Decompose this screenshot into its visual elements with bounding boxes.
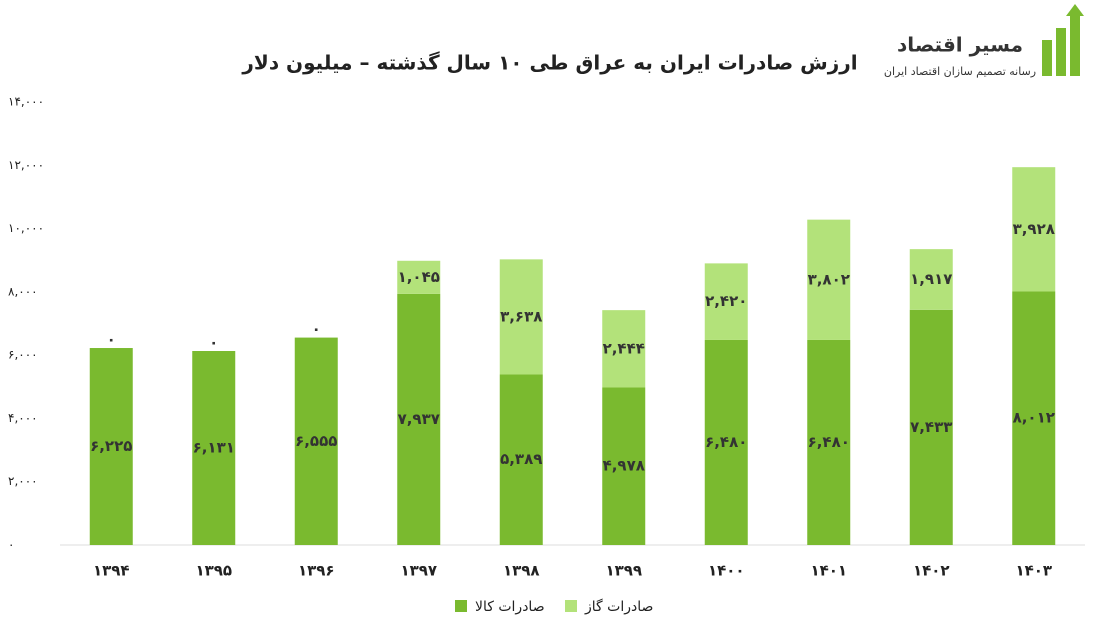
- x-tick-label: ۱۳۹۶: [298, 562, 335, 580]
- logo-icon: [1056, 28, 1066, 76]
- bar-segment: [294, 337, 338, 545]
- logo: مسیر اقتصاد رسانه تصمیم سازان اقتصاد ایر…: [884, 4, 1084, 78]
- x-tick-label: ۱۴۰۰: [708, 562, 745, 580]
- value-label: ۳,۶۳۸: [500, 307, 542, 325]
- bar-segment: [1012, 167, 1056, 292]
- chart-title: ارزش صادرات ایران به عراق طی ۱۰ سال گذشت…: [241, 51, 857, 75]
- value-label: ۶,۲۲۵: [90, 437, 132, 455]
- bar-segment: [704, 339, 748, 545]
- bar-segment: [397, 260, 441, 294]
- bar-segment: [1012, 291, 1056, 545]
- bar-segment: [602, 387, 646, 545]
- value-label: ۲,۴۴۴: [603, 339, 645, 357]
- bar-segment: [909, 309, 953, 545]
- bar-segment: [602, 310, 646, 388]
- value-label: ۷,۴۳۳: [910, 418, 952, 436]
- value-label: ۶,۱۳۱: [193, 438, 235, 456]
- value-label: ۰: [209, 333, 218, 351]
- value-label: ۶,۴۸۰: [705, 433, 747, 451]
- value-label: ۰: [312, 320, 321, 338]
- value-label: ۳,۹۲۸: [1013, 220, 1055, 238]
- logo-icon: [1070, 16, 1080, 76]
- value-label: ۱,۹۱۷: [910, 270, 952, 288]
- bar-segment: [499, 259, 543, 375]
- value-label: ۷,۹۳۷: [398, 410, 440, 428]
- legend-label: صادرات گاز: [584, 598, 653, 615]
- x-tick-label: ۱۴۰۳: [1015, 562, 1052, 580]
- y-tick-label: ۰: [8, 538, 14, 552]
- y-tick-label: ۱۲,۰۰۰: [8, 158, 44, 172]
- bar-segment: [192, 350, 236, 545]
- bar-segment: [807, 219, 851, 340]
- y-tick-label: ۱۰,۰۰۰: [8, 221, 44, 235]
- y-tick-label: ۲,۰۰۰: [8, 474, 38, 488]
- x-tick-label: ۱۴۰۱: [810, 562, 847, 580]
- x-tick-label: ۱۳۹۴: [93, 562, 130, 580]
- y-tick-label: ۶,۰۰۰: [8, 348, 38, 362]
- x-tick-label: ۱۴۰۲: [913, 562, 950, 580]
- logo-icon: [1066, 4, 1084, 16]
- value-label: ۱,۰۴۵: [398, 268, 440, 286]
- bar-segment: [704, 263, 748, 340]
- x-tick-label: ۱۳۹۷: [400, 562, 437, 580]
- legend-swatch: [455, 600, 467, 612]
- value-label: ۲,۴۲۰: [705, 292, 747, 310]
- y-tick-label: ۱۴,۰۰۰: [8, 95, 44, 109]
- x-tick-label: ۱۳۹۸: [503, 562, 540, 580]
- y-tick-label: ۴,۰۰۰: [8, 411, 38, 425]
- value-label: ۵,۳۸۹: [500, 450, 542, 468]
- value-label: ۶,۴۸۰: [808, 433, 850, 451]
- x-tick-label: ۱۳۹۹: [605, 562, 642, 580]
- logo-icon: [1042, 40, 1052, 76]
- legend-swatch: [565, 600, 577, 612]
- legend-label: صادرات کالا: [475, 599, 545, 615]
- logo-tagline: رسانه تصمیم سازان اقتصاد ایران: [884, 65, 1036, 78]
- value-label: ۰: [107, 331, 116, 349]
- bar-segment: [397, 293, 441, 545]
- value-label: ۳,۸۰۲: [808, 270, 850, 288]
- bar-segment: [909, 249, 953, 310]
- bar-segment: [89, 348, 133, 545]
- logo-name: مسیر اقتصاد: [897, 33, 1023, 57]
- value-label: ۴,۹۷۸: [603, 457, 645, 475]
- x-tick-label: ۱۳۹۵: [195, 562, 232, 580]
- value-label: ۶,۵۵۵: [295, 432, 337, 450]
- y-tick-label: ۸,۰۰۰: [8, 284, 38, 298]
- value-label: ۸,۰۱۲: [1013, 409, 1055, 427]
- bar-segment: [499, 374, 543, 545]
- bar-segment: [807, 339, 851, 545]
